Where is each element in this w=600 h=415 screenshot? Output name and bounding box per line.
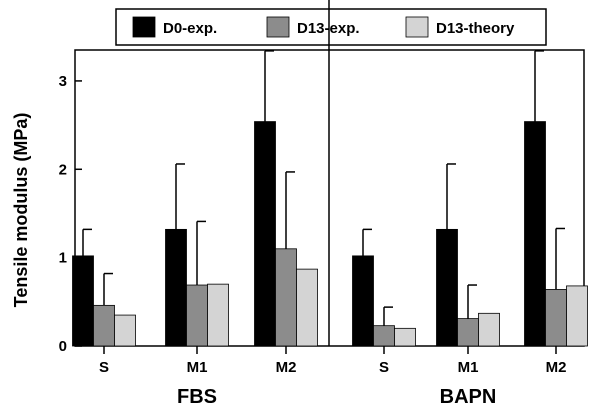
legend-swatch xyxy=(132,16,156,38)
axes xyxy=(74,0,585,354)
x-tick-label: M2 xyxy=(276,359,297,376)
bar-D13-exp. xyxy=(186,284,208,347)
x-tick-label: M2 xyxy=(546,359,567,376)
legend-swatch xyxy=(405,16,429,38)
x-tick-label: M1 xyxy=(458,359,479,376)
bar-D13-theory xyxy=(207,283,229,347)
labels: 0 1 2 3 S M1 M2 FBS S M1 M2 BAPN Tensile modulus (MP… xyxy=(11,73,566,408)
bars xyxy=(72,50,588,347)
y-tick-label: 1 xyxy=(59,250,67,267)
y-axis-label: Tensile modulus (MPa) xyxy=(11,113,31,308)
legend-box xyxy=(115,8,547,46)
bar-D0-exp. xyxy=(165,228,187,347)
group-label: FBS xyxy=(177,386,217,408)
bar-D0-exp. xyxy=(352,255,374,347)
y-tick-label: 3 xyxy=(59,73,67,90)
y-tick-label: 0 xyxy=(59,338,67,355)
x-tick-label: S xyxy=(99,359,109,376)
legend-label: D0-exp. xyxy=(163,20,217,37)
bar-D13-theory xyxy=(394,327,416,347)
legend-label: D13-theory xyxy=(436,20,515,37)
bar-D13-theory xyxy=(114,314,136,347)
bar-D0-exp. xyxy=(254,121,276,347)
bar-D0-exp. xyxy=(436,228,458,347)
bar-D13-exp. xyxy=(545,289,567,347)
bar-D13-exp. xyxy=(373,325,395,347)
bar-D13-exp. xyxy=(93,304,115,347)
legend: D0-exp.D13-exp.D13-theory xyxy=(115,8,547,46)
x-tick-label: S xyxy=(379,359,389,376)
bar-D13-theory xyxy=(296,268,318,347)
bar-D13-exp. xyxy=(457,318,479,347)
bar-D13-exp. xyxy=(275,248,297,347)
group-label: BAPN xyxy=(440,386,497,408)
legend-swatch xyxy=(266,16,290,38)
x-tick-label: M1 xyxy=(187,359,208,376)
bar-D0-exp. xyxy=(72,255,94,347)
y-tick-label: 2 xyxy=(59,161,67,178)
bar-D13-theory xyxy=(478,312,500,347)
bar-D0-exp. xyxy=(524,121,546,347)
bar-D13-theory xyxy=(566,285,588,347)
